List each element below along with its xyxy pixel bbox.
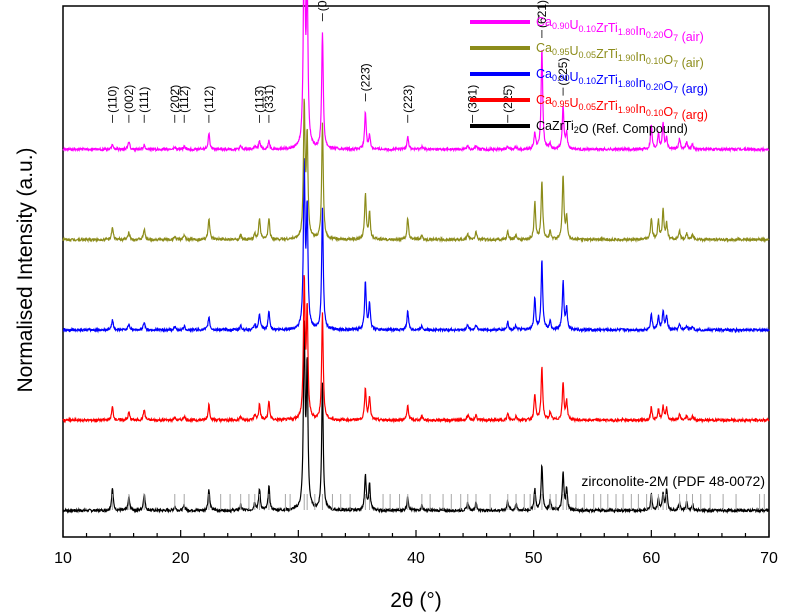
- x-tick-label: 30: [289, 550, 307, 567]
- hkl-label: (112̄): [177, 86, 191, 113]
- diffraction-traces: [62, 0, 770, 514]
- x-tick-label: 40: [407, 550, 425, 567]
- hkl-label: (112): [202, 86, 216, 113]
- hkl-label: (331̄): [262, 85, 276, 113]
- hkl-label: (202̄): [168, 85, 182, 113]
- legend-label: Ca0.95U0.05ZrTi1.90In0.10O7 (air): [536, 41, 704, 70]
- hkl-annotations: (110) (002) (111) (202̄)(112̄) (112) (113̄)(3…: [105, 0, 570, 123]
- hkl-label: (223̄): [358, 63, 372, 91]
- hkl-label: (223): [401, 85, 415, 113]
- series-line: [62, 158, 770, 334]
- legend-label: Ca0.90U0.10ZrTi1.80In0.20O7 (arg): [536, 67, 708, 96]
- x-axis: 10 20 30 40 50 60 70: [54, 530, 778, 567]
- legend-label: CaZrTi2O (Ref. Compound): [536, 119, 688, 136]
- reference-label: zirconolite-2M (PDF 48-0072): [581, 473, 765, 489]
- series-line: [62, 0, 770, 153]
- hkl-label: (113̄): [253, 86, 267, 113]
- series-line: [62, 320, 770, 514]
- reference-pattern: zirconolite-2M (PDF 48-0072): [111, 473, 765, 510]
- x-axis-label: 2θ (°): [390, 589, 442, 612]
- x-tick-label: 10: [54, 550, 72, 567]
- x-tick-label: 20: [172, 550, 190, 567]
- series-line: [62, 98, 770, 244]
- x-tick-label: 60: [642, 550, 660, 567]
- y-axis-label: Normalised Intensity (a.u.): [14, 147, 37, 392]
- legend-label: Ca0.90U0.10ZrTi1.80In0.20O7 (air): [536, 15, 704, 44]
- x-tick-label: 50: [525, 550, 543, 567]
- x-tick-label: 70: [760, 550, 778, 567]
- hkl-label: (110): [105, 86, 119, 113]
- legend: Ca0.90U0.10ZrTi1.80In0.20O7 (air)Ca0.95U…: [470, 15, 708, 136]
- hkl-label: (004): [315, 0, 329, 11]
- hkl-label: (225): [556, 58, 570, 86]
- hkl-label: (002): [122, 85, 136, 113]
- hkl-label: (6̄21): [535, 0, 549, 28]
- legend-label: Ca0.95U0.05ZrTi1.90In0.10O7 (arg): [536, 93, 708, 122]
- series-line: [62, 275, 770, 424]
- hkl-label: (111): [137, 87, 151, 113]
